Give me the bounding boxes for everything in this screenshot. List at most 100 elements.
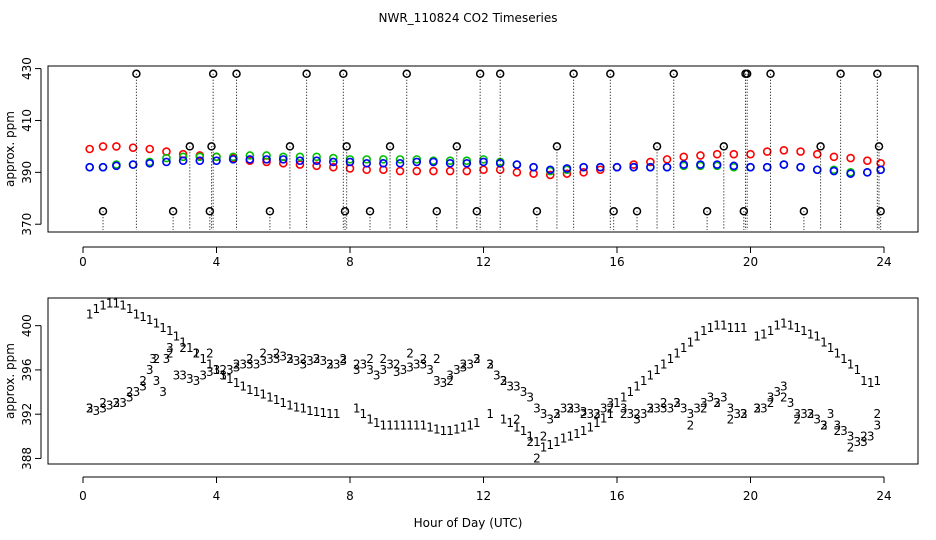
top-point-red xyxy=(128,143,138,153)
bottom-point-red: 1 xyxy=(800,324,808,338)
bottom-point-blue: 3 xyxy=(99,402,107,416)
bottom-point-blue: 3 xyxy=(833,418,841,432)
bottom-point-blue: 3 xyxy=(720,391,728,405)
bottom-point-blue: 3 xyxy=(460,361,468,375)
top-point-red xyxy=(579,168,588,177)
bottom-point-red: 1 xyxy=(740,321,748,335)
bottom-point-blue: 3 xyxy=(466,357,474,371)
bottom-point-red: 1 xyxy=(113,297,121,311)
top-point-black xyxy=(632,207,642,216)
top-point-green xyxy=(445,156,455,165)
bottom-point-blue: 3 xyxy=(486,357,494,371)
bottom-x-tick-label: 4 xyxy=(213,489,221,503)
bottom-point-red: 1 xyxy=(573,427,581,441)
bottom-point-blue: 3 xyxy=(687,407,695,421)
bottom-point-blue: 3 xyxy=(413,357,421,371)
top-point-red xyxy=(512,168,522,177)
top-point-black xyxy=(452,142,462,151)
top-point-blue xyxy=(412,157,422,167)
bottom-point-red: 1 xyxy=(393,418,401,432)
bottom-point-red: 1 xyxy=(279,396,287,410)
top-point-red xyxy=(562,169,572,178)
bottom-point-blue: 3 xyxy=(366,363,374,377)
bottom-point-red: 1 xyxy=(693,330,701,344)
bottom-point-blue: 3 xyxy=(647,402,655,416)
top-point-blue xyxy=(145,158,155,168)
top-panel: 0 4 8 12 16 20 24 370 390 410 430 approx. ppm xyxy=(3,57,919,269)
bottom-y-axis-label: approx. ppm xyxy=(3,343,17,419)
bottom-point-red: 1 xyxy=(313,405,321,419)
bottom-point-red: 1 xyxy=(299,402,307,416)
bottom-point-blue: 3 xyxy=(660,402,668,416)
bottom-point-red: 1 xyxy=(126,302,134,316)
bottom-point-blue: 3 xyxy=(226,363,234,377)
top-point-black xyxy=(739,207,749,216)
bottom-point-blue: 3 xyxy=(219,368,227,382)
top-point-black xyxy=(98,207,108,216)
top-point-red xyxy=(596,165,605,175)
bottom-point-blue: 3 xyxy=(373,368,381,382)
bottom-point-red: 1 xyxy=(840,352,848,366)
bottom-point-green: 2 xyxy=(700,402,708,416)
bottom-point-red: 1 xyxy=(787,319,795,333)
bottom-point-red: 1 xyxy=(206,357,214,371)
bottom-point-red: 1 xyxy=(360,407,368,421)
bottom-point-blue: 3 xyxy=(640,407,648,421)
bottom-point-red: 1 xyxy=(253,385,261,399)
bottom-point-blue: 3 xyxy=(146,363,154,377)
bottom-point-blue: 3 xyxy=(760,402,768,416)
bottom-point-red: 1 xyxy=(767,324,775,338)
top-y-tick-label: 430 xyxy=(20,57,34,80)
bottom-point-blue: 3 xyxy=(113,396,121,410)
bottom-point-blue: 3 xyxy=(853,435,861,449)
bottom-point-red: 1 xyxy=(753,330,761,344)
bottom-point-blue: 3 xyxy=(667,402,675,416)
bottom-point-blue: 3 xyxy=(393,365,401,379)
bottom-point-blue: 3 xyxy=(793,407,801,421)
top-point-blue xyxy=(212,156,221,165)
top-point-blue xyxy=(812,165,822,175)
bottom-point-blue: 3 xyxy=(179,368,187,382)
bottom-point-blue: 3 xyxy=(299,357,307,371)
bottom-point-blue: 3 xyxy=(279,350,287,364)
bottom-point-red: 1 xyxy=(853,363,861,377)
bottom-point-blue: 3 xyxy=(787,396,795,410)
bottom-point-blue: 3 xyxy=(533,402,541,416)
bottom-point-red: 1 xyxy=(426,420,434,434)
top-point-black xyxy=(185,142,195,151)
bottom-point-green: 2 xyxy=(326,357,334,371)
bottom-point-green: 2 xyxy=(86,402,94,416)
bottom-point-red: 1 xyxy=(466,418,474,432)
bottom-point-blue: 3 xyxy=(867,429,875,443)
bottom-point-green: 2 xyxy=(580,407,588,421)
bottom-point-green: 2 xyxy=(166,346,174,360)
top-point-green xyxy=(395,155,405,164)
bottom-point-green: 2 xyxy=(874,407,882,421)
bottom-point-red: 1 xyxy=(400,418,408,432)
top-point-black xyxy=(606,69,615,79)
bottom-point-blue: 3 xyxy=(380,363,388,377)
bottom-point-red: 1 xyxy=(680,341,688,355)
top-point-red xyxy=(846,153,855,163)
bottom-point-red: 1 xyxy=(620,391,628,405)
bottom-point-blue: 3 xyxy=(319,354,327,368)
top-point-blue xyxy=(445,158,455,168)
top-point-blue xyxy=(762,162,772,172)
top-point-blue xyxy=(128,160,138,169)
top-point-blue xyxy=(395,158,405,168)
top-x-tick-label: 12 xyxy=(476,255,491,269)
bottom-point-blue: 3 xyxy=(166,341,174,355)
bottom-x-tick-label: 8 xyxy=(346,489,354,503)
bottom-point-blue: 3 xyxy=(159,385,167,399)
top-point-blue xyxy=(278,155,288,164)
top-point-blue xyxy=(429,157,438,167)
bottom-point-red: 1 xyxy=(560,432,568,446)
bottom-point-red: 1 xyxy=(460,420,468,434)
top-point-black xyxy=(265,207,275,216)
top-y-tick-label: 410 xyxy=(20,109,34,132)
top-point-black xyxy=(702,207,712,216)
bottom-point-red: 1 xyxy=(526,429,534,443)
top-point-black xyxy=(719,142,729,151)
bottom-point-red: 1 xyxy=(506,416,514,430)
